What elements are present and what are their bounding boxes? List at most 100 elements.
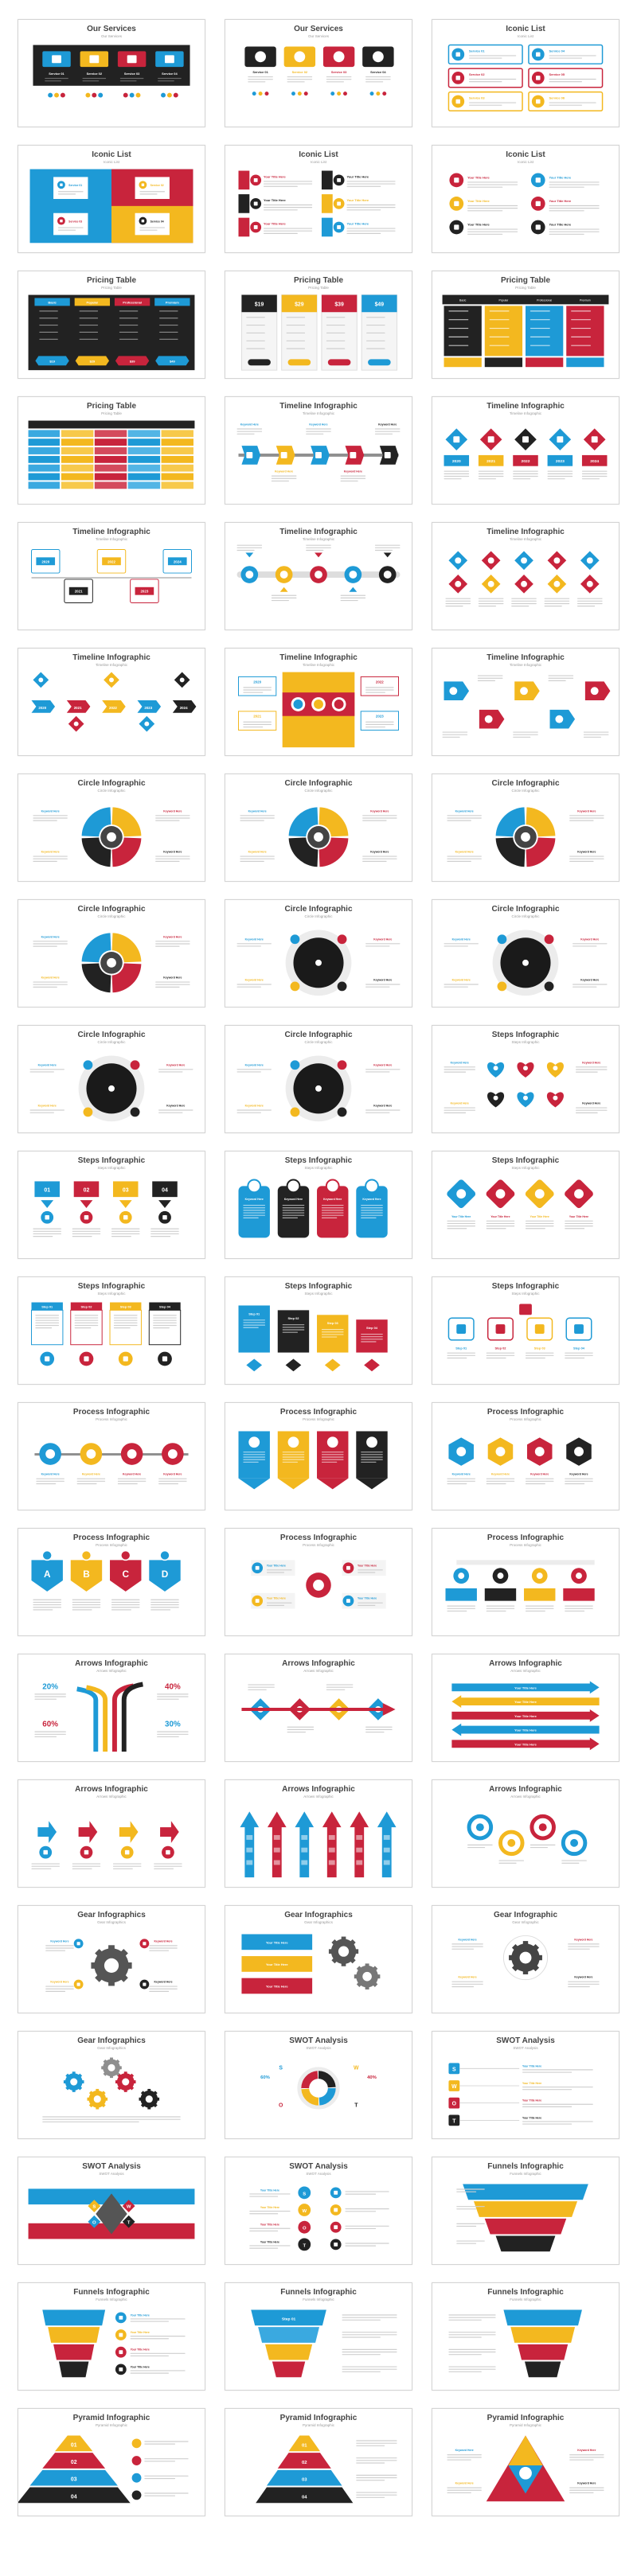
slide-thumbnail[interactable]: Service 01 Service 04 Service 02 Service 05… <box>432 19 619 127</box>
slide-thumbnail[interactable]: Basic $19 Popular $29 Professional $39 Premium… <box>18 271 205 379</box>
slide-thumbnail[interactable]: Your Title Here Your Title Here Your Title… <box>225 1528 412 1636</box>
text-placeholder-line <box>153 1324 177 1327</box>
slide-subtitle: Circle Infographic <box>304 914 333 918</box>
slide-thumbnail[interactable]: Keyword Here Keyword Here Keyword Here Keyw… <box>225 899 412 1007</box>
slide-thumbnail[interactable]: 01 02 03 04 Pyramid Infographic Pyramid Infog… <box>225 2408 412 2516</box>
slide-thumbnail[interactable]: Keyword Here Keyword Here Keyword Here Keyw… <box>18 1905 205 2013</box>
slide-thumbnail[interactable]: Pricing Table Pricing Table <box>18 396 205 505</box>
text-placeholder-line <box>326 81 344 83</box>
slide-thumbnail[interactable]: 2020 2021 2022 2023 2024 Timeline Infographic… <box>432 396 619 505</box>
slide-thumbnail[interactable]: Keyword Here Keyword Here Keyword Here Keyw… <box>18 899 205 1007</box>
slide-thumbnail[interactable]: Keyword Here Keyword Here Keyword Here Keyw… <box>18 774 205 882</box>
slide-thumbnail[interactable]: Your Title Here Your Title Here Your Title… <box>225 1905 412 2013</box>
slide-thumbnail[interactable]: 2020 2021 2022 2023 2024 Timeline Infographic… <box>18 648 205 756</box>
slide-thumbnail[interactable]: 01 02 03 04 Pyramid Infographic Pyramid Infog… <box>18 2408 205 2516</box>
slide-thumbnail[interactable]: Funnels Infographic Funnels Infographic <box>432 2157 619 2265</box>
process-letter: D <box>162 1569 169 1580</box>
slide-thumbnail[interactable]: S W O T 60% 40% SWOT Analysis SWOT Analysis <box>225 2031 412 2139</box>
slide-thumbnail[interactable]: Arrows Infographic Arrows Infographic <box>225 1779 412 1888</box>
slide-thumbnail[interactable]: Timeline Infographic Timeline Infographic <box>432 522 619 630</box>
slide-thumbnail[interactable]: Basic Popular Professional Premium Pricing T… <box>432 271 619 379</box>
slide-thumbnail[interactable]: A B C D Process Infographic Process Infograph… <box>18 1528 205 1636</box>
slide-thumbnail[interactable]: Keyword Here Keyword Here Keyword Here Keyw… <box>18 1025 205 1133</box>
slide-thumbnail[interactable]: Your Title Here Your Title Here Your Title… <box>432 145 619 253</box>
slide-thumbnail[interactable]: Step 01 Funnels Infographic Funnels Infogr… <box>225 2282 412 2391</box>
slide-thumbnail[interactable]: Your Title Here Your Title Here Your Title… <box>18 2282 205 2391</box>
text-placeholder-line <box>486 1222 515 1225</box>
text-placeholder-line <box>139 191 165 193</box>
slide-thumbnail[interactable]: S Your Title Here W Your Title Here O Your Ti… <box>225 2157 412 2265</box>
text-placeholder-line <box>345 2245 377 2247</box>
slide-thumbnail[interactable]: Arrows Infographic Arrows Infographic <box>225 1654 412 1762</box>
slide-thumbnail[interactable]: 2020 2021 2022 2023 2024 Timeline Infographic… <box>18 522 205 630</box>
slide-thumbnail[interactable]: Process Infographic Process Infographic <box>225 1402 412 1510</box>
pyramid-top <box>508 2435 543 2465</box>
slide-thumbnail[interactable]: Timeline Infographic Timeline Infographic <box>225 522 412 630</box>
text-placeholder-line <box>486 1220 515 1222</box>
text-placeholder-line <box>282 1454 305 1456</box>
process-icon <box>41 1549 53 1561</box>
step-tall-card <box>238 1186 270 1238</box>
slide-thumbnail[interactable]: Arrows Infographic Arrows Infographic <box>432 1779 619 1888</box>
circle-keyword: Keyword Here <box>455 851 474 854</box>
slide-thumbnail[interactable]: Funnels Infographic Funnels Infographic <box>432 2282 619 2391</box>
slide-graphic: 2020 2021 2022 2023 2024 <box>31 672 197 732</box>
slide-thumbnail[interactable]: 20% 40% 60% 30% Arrows Infographic Arrows Inf… <box>18 1654 205 1762</box>
slide-subtitle: Arrows Infographic <box>303 1669 334 1673</box>
slide-graphic: Your Title Here Your Title Here Your Title… <box>451 1681 600 1751</box>
price-value: $39 <box>130 359 135 363</box>
slide-thumbnail[interactable]: Keyword Here Keyword Here Keyword Here Keyw… <box>432 1402 619 1510</box>
slide-graphic: Keyword Here Keyword Here Keyword Here Keyw… <box>33 933 190 993</box>
slide-thumbnail[interactable]: S W O T SWOT Analysis SWOT Analysis <box>18 2157 205 2265</box>
slide-thumbnail[interactable]: Keyword Here Keyword Here Keyword Here Keyw… <box>225 1025 412 1133</box>
slide-thumbnail[interactable]: Keyword Here Keyword Here Keyword Here Keyw… <box>432 2408 619 2516</box>
text-placeholder-line <box>447 1480 475 1482</box>
funnel-layer <box>495 2235 556 2252</box>
slide-thumbnail[interactable]: 2020 2021 2022 2023 Timeline Infographic Time… <box>225 648 412 756</box>
slide-thumbnail[interactable]: Keyword Here Keyword Here Keyword Here Keyw… <box>225 774 412 882</box>
slide-thumbnail[interactable]: Arrows Infographic Arrows Infographic <box>18 1779 205 1888</box>
slide-thumbnail[interactable]: Timeline Infographic Timeline Infographic <box>432 648 619 756</box>
slide-thumbnail[interactable]: 01 02 03 04 Steps Infographic Steps Infograph… <box>18 1151 205 1259</box>
pyramid-number: 01 <box>302 2443 307 2448</box>
slide-thumbnail[interactable]: Keyword Here Keyword Here Keyword Here Keyw… <box>432 899 619 1007</box>
slide-thumbnail[interactable]: Step 01 Step 02 Step 03 Step 04 Steps Infogr… <box>432 1276 619 1385</box>
text-placeholder-line <box>236 943 272 945</box>
slide-thumbnail[interactable]: Service 01 Service 02 Service 03 Service 04… <box>18 145 205 253</box>
slide-thumbnail[interactable]: Service 01 Service 02 Service 03 Service 04… <box>18 19 205 127</box>
text-placeholder-line <box>157 1736 179 1738</box>
disc-marker <box>130 1107 140 1117</box>
text-placeholder-line <box>236 986 261 988</box>
slide-thumbnail[interactable]: $19 $29 $39 $49 Pricing Table Pricing Table <box>225 271 412 379</box>
slide-thumbnail[interactable]: Step 01 Step 02 Step 03 Step 04 Steps Infogr… <box>225 1276 412 1385</box>
icon-glyph <box>536 76 541 80</box>
swot-percent: 60% <box>260 2075 271 2080</box>
slide-graphic: Your Title Here Your Title Here Your Title… <box>447 1179 593 1230</box>
slide-thumbnail[interactable]: Keyword Here Keyword Here Keyword Here Keyw… <box>225 396 412 505</box>
slide-thumbnail[interactable]: S Your Title Here W Your Title Here O Your Ti… <box>432 2031 619 2139</box>
text-placeholder-line <box>236 433 255 435</box>
text-placeholder-line <box>282 1212 305 1214</box>
slide-thumbnail[interactable]: Keyword Here Keyword Here Keyword Here Keyw… <box>18 1402 205 1510</box>
slide-thumbnail[interactable]: Keyword Here Keyword Here Keyword Here Keyw… <box>432 774 619 882</box>
slide-thumbnail[interactable]: Your Title Here Your Title Here Your Title… <box>432 1654 619 1762</box>
text-placeholder-line <box>130 2318 186 2320</box>
step-icon <box>534 1324 545 1334</box>
slide-thumbnail[interactable]: Your Title Here Your Title Here Your Title… <box>432 1151 619 1259</box>
slide-thumbnail[interactable]: Process Infographic Process Infographic <box>432 1528 619 1636</box>
up-arrow <box>322 1811 342 1878</box>
slide-thumbnail[interactable]: Your Title Here Your Title Here Your Title… <box>225 145 412 253</box>
slide-thumbnail[interactable]: Keyword Here Keyword Here Keyword Here Keyw… <box>225 1151 412 1259</box>
slide-thumbnail[interactable]: Gear Infographics Gear Infographics <box>18 2031 205 2139</box>
text-placeholder-line <box>467 233 503 235</box>
icon-glyph <box>119 2367 123 2371</box>
text-placeholder-line <box>451 1986 474 1988</box>
slide-thumbnail[interactable]: Keyword Here Keyword Here Keyword Here Keyw… <box>432 1905 619 2013</box>
slide-thumbnail[interactable]: Service 01 Service 02 Service 03 Service 04… <box>225 19 412 127</box>
slide-thumbnail[interactable]: Keyword Here Keyword Here Keyword Here Keyw… <box>432 1025 619 1133</box>
slide-subtitle: Pyramid Infographic <box>95 2423 128 2427</box>
slide-thumbnail[interactable]: Step 01 Step 02 Step 03 Step 04 Steps Infogr… <box>18 1276 205 1385</box>
dot <box>252 92 256 96</box>
slide-subtitle: Circle Infographic <box>97 914 126 918</box>
text-placeholder-line <box>447 1222 475 1225</box>
